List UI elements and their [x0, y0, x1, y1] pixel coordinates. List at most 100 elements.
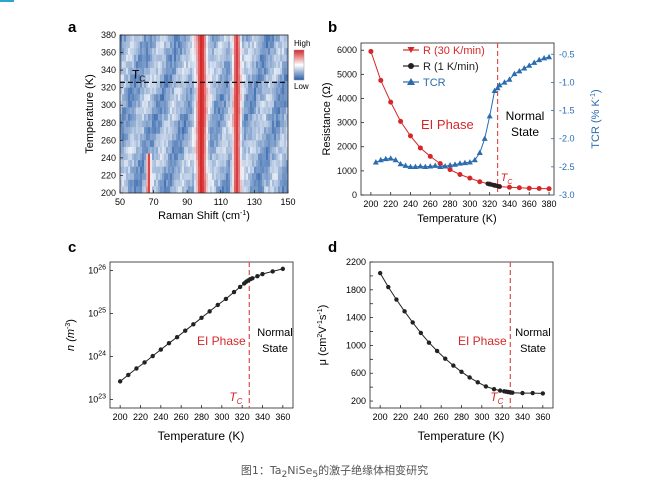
- heatmap-cell: [158, 107, 161, 115]
- heatmap-cell: [152, 67, 155, 75]
- heatmap-cell: [194, 54, 197, 62]
- heatmap-cell: [140, 140, 143, 148]
- heatmap-cell: [168, 173, 171, 181]
- heatmap-cell: [196, 54, 199, 62]
- heatmap-cell: [232, 133, 235, 141]
- colorbar-low: Low: [294, 82, 309, 91]
- y-d-tick-label: 1000: [346, 340, 366, 350]
- heatmap-cell: [200, 67, 203, 75]
- y-axis-label-d: μ (cm2V-1s-1): [317, 305, 329, 366]
- heatmap-cell: [162, 140, 165, 148]
- heatmap-cell: [266, 61, 269, 69]
- heatmap-cell: [148, 54, 151, 62]
- heatmap-cell: [226, 140, 229, 148]
- heatmap-cell: [264, 100, 267, 108]
- heatmap-cell: [158, 186, 161, 193]
- heatmap-cell: [190, 173, 193, 181]
- r30-point: [437, 161, 443, 167]
- heatmap-cell: [138, 146, 141, 154]
- heatmap-cell: [128, 133, 131, 141]
- heatmap-cell: [248, 140, 251, 148]
- heatmap-cell: [172, 120, 175, 128]
- heatmap-cell: [224, 114, 227, 121]
- heatmap-cell: [212, 186, 215, 193]
- heatmap-cell: [158, 173, 161, 181]
- heatmap-cell: [150, 74, 153, 82]
- heatmap-cell: [180, 140, 183, 148]
- heatmap-cell: [244, 186, 247, 193]
- heatmap-cell: [172, 107, 175, 115]
- heatmap-cell: [262, 94, 265, 102]
- heatmap-cell: [280, 87, 283, 95]
- heatmap-cell: [234, 153, 237, 161]
- heatmap-cell: [232, 186, 235, 193]
- heatmap-cell: [242, 61, 245, 69]
- heatmap-cell: [264, 133, 267, 141]
- heatmap-cell: [134, 61, 137, 69]
- heatmap-cell: [214, 160, 217, 167]
- heatmap-cell: [230, 127, 233, 135]
- heatmap-cell: [142, 146, 145, 154]
- heatmap-cell: [146, 133, 149, 141]
- r30-point: [388, 99, 394, 105]
- heatmap-cell: [160, 179, 163, 187]
- heatmap-cell: [136, 120, 139, 128]
- heatmap-cell: [214, 94, 217, 102]
- heatmap-cell: [192, 153, 195, 161]
- figure-caption: 图1：Ta2NiSe5的激子绝缘体相变研究: [0, 462, 669, 480]
- heatmap-cell: [158, 74, 161, 82]
- heatmap-cell: [234, 61, 237, 69]
- heatmap-cell: [186, 127, 189, 135]
- heatmap-cell: [138, 81, 141, 88]
- heatmap-cell: [176, 127, 179, 135]
- heatmap-cell: [172, 140, 175, 148]
- heatmap-cell: [220, 41, 223, 49]
- heatmap-cell: [130, 173, 133, 181]
- legend-b: R (30 K/min) R (1 K/min) TCR: [403, 45, 485, 89]
- heatmap-cell: [132, 74, 135, 82]
- heatmap-cell: [254, 61, 257, 69]
- heatmap-cell: [200, 61, 203, 69]
- heatmap-cell: [142, 35, 145, 42]
- heatmap-cell: [250, 153, 253, 161]
- heatmap-cell: [148, 61, 151, 69]
- heatmap-cell: [200, 107, 203, 115]
- heatmap-cell: [146, 153, 149, 161]
- heatmap-cell: [188, 166, 191, 174]
- heatmap-cell: [144, 74, 147, 82]
- heatmap-cell: [272, 61, 275, 69]
- heatmap-cell: [226, 166, 229, 174]
- heatmap-cell: [138, 35, 141, 42]
- heatmap-cell: [204, 153, 207, 161]
- heatmap-cell: [124, 140, 127, 148]
- heatmap-cell: [204, 100, 207, 108]
- r30-point: [398, 118, 404, 124]
- heatmap-cell: [208, 127, 211, 135]
- heatmap-cell: [202, 67, 205, 75]
- heatmap-cell: [160, 87, 163, 95]
- heatmap-cell: [222, 179, 225, 187]
- heatmap-cell: [190, 114, 193, 121]
- heatmap-cell: [222, 41, 225, 49]
- heatmap-cell: [208, 100, 211, 108]
- heatmap-cell: [210, 81, 213, 88]
- heatmap-cell: [138, 74, 141, 82]
- heatmap-cell: [218, 54, 221, 62]
- heatmap-cell: [188, 87, 191, 95]
- heatmap-cell: [144, 54, 147, 62]
- heatmap-cell: [188, 186, 191, 193]
- heatmap-cell: [204, 87, 207, 95]
- heatmap-cell: [122, 133, 125, 141]
- heatmap-cell: [286, 153, 288, 161]
- heatmap-cell: [140, 173, 143, 181]
- heatmap-cell: [284, 146, 287, 154]
- heatmap-cell: [124, 61, 127, 69]
- heatmap-cell: [210, 186, 213, 193]
- heatmap-cell: [224, 107, 227, 115]
- heatmap-cell: [242, 87, 245, 95]
- heatmap-cell: [128, 94, 131, 102]
- heatmap-cell: [142, 186, 145, 193]
- heatmap-cell: [194, 81, 197, 88]
- heatmap-cell: [232, 127, 235, 135]
- heatmap-cell: [180, 74, 183, 82]
